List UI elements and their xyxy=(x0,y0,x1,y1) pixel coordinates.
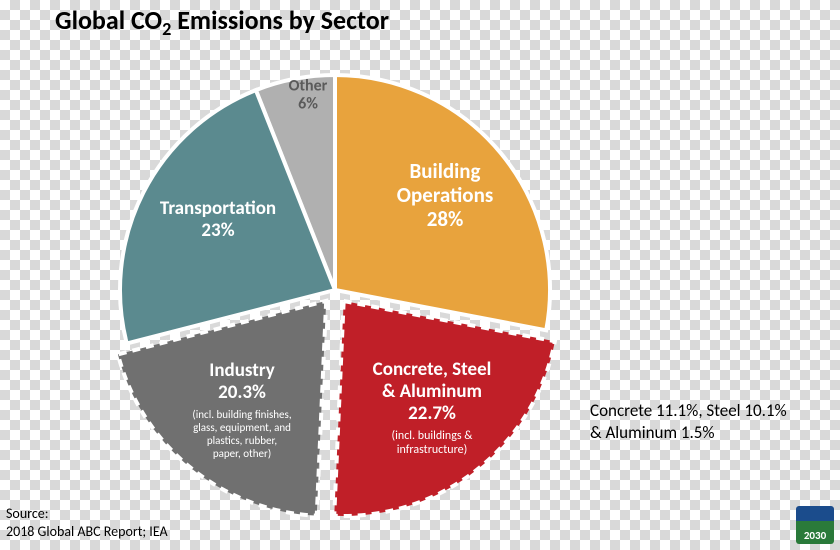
annotation-line1: Concrete 11.1%, Steel 10.1% xyxy=(590,400,787,421)
pie-chart xyxy=(0,0,840,550)
logo-text: 2030 xyxy=(804,529,826,542)
annotation-line2: & Aluminum 1.5% xyxy=(590,422,715,443)
source-text: 2018 Global ABC Report; IEA xyxy=(6,523,168,540)
annotation-concrete-breakdown: Concrete 11.1%, Steel 10.1% & Aluminum 1… xyxy=(590,400,787,444)
source-caption: Source: 2018 Global ABC Report; IEA xyxy=(6,505,168,540)
logo-2030: 2030 xyxy=(796,506,834,544)
pie-slice-concrete_steel_aluminum xyxy=(334,301,555,516)
pie-slice-building_operations xyxy=(335,75,550,330)
source-label: Source: xyxy=(6,505,48,522)
